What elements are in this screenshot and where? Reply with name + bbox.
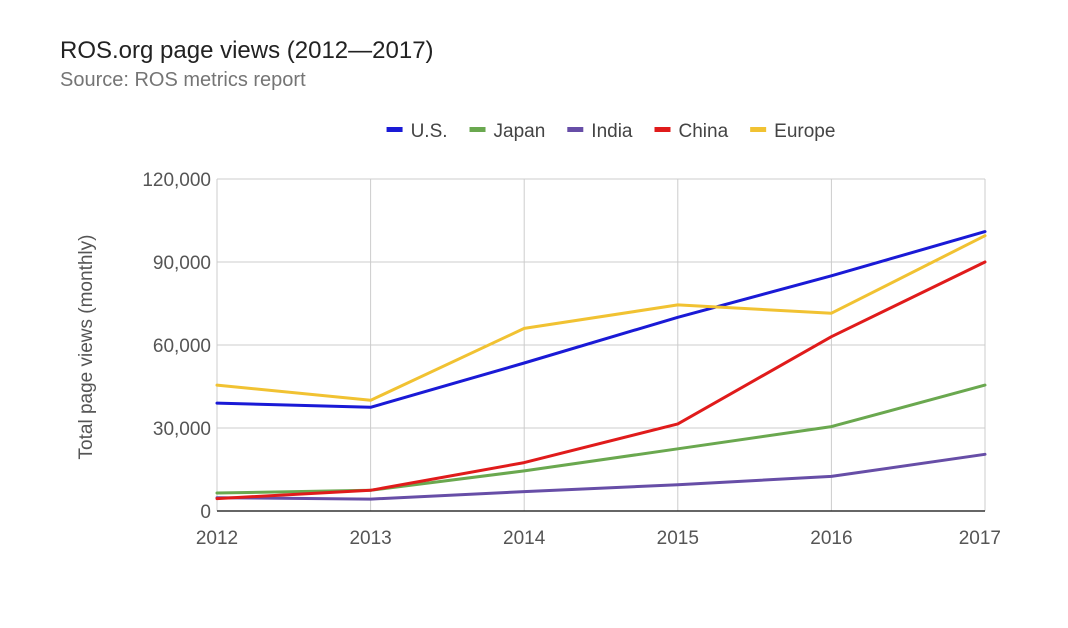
legend-label: China	[679, 121, 729, 142]
series-line-japan	[215, 383, 987, 495]
chart-subtitle: Source: ROS metrics report	[60, 69, 306, 91]
legend-swatch	[567, 127, 584, 132]
series-lines	[215, 230, 987, 501]
x-tick-label: 2014	[503, 528, 546, 549]
x-tick-label: 2013	[349, 528, 391, 549]
y-axis-ticks: 0 30,000 60,000 90,000 120,000	[142, 170, 211, 523]
series-line-europe	[215, 234, 987, 402]
y-tick-label: 30,000	[153, 419, 211, 440]
x-tick-label: 2015	[657, 528, 699, 549]
series-line-u-s	[215, 230, 987, 409]
legend-label: Japan	[494, 121, 546, 142]
x-tick-label: 2016	[810, 528, 852, 549]
y-tick-label: 60,000	[153, 336, 211, 357]
y-tick-label: 90,000	[153, 253, 211, 274]
series-line-india	[215, 452, 987, 501]
x-tick-label: 2012	[196, 528, 238, 549]
legend-swatch	[469, 127, 486, 132]
gridlines	[216, 178, 986, 512]
legend-label: India	[591, 121, 633, 142]
y-axis-title: Total page views (monthly)	[76, 235, 97, 460]
legend-swatch	[654, 127, 671, 132]
legend-swatch	[386, 127, 403, 132]
series-line-china	[215, 260, 987, 501]
x-axis-ticks: 2012 2013 2014 2015 2016 2017	[196, 528, 1001, 549]
y-tick-label: 0	[200, 502, 211, 523]
x-tick-label: 2017	[959, 528, 1001, 549]
legend-label: Europe	[774, 121, 835, 142]
y-tick-label: 120,000	[142, 170, 211, 191]
legend-swatch	[750, 127, 767, 132]
chart-title: ROS.org page views (2012—2017)	[60, 37, 434, 64]
legend-label: U.S.	[411, 121, 448, 142]
legend: U.S. Japan India China Europe	[386, 121, 835, 142]
